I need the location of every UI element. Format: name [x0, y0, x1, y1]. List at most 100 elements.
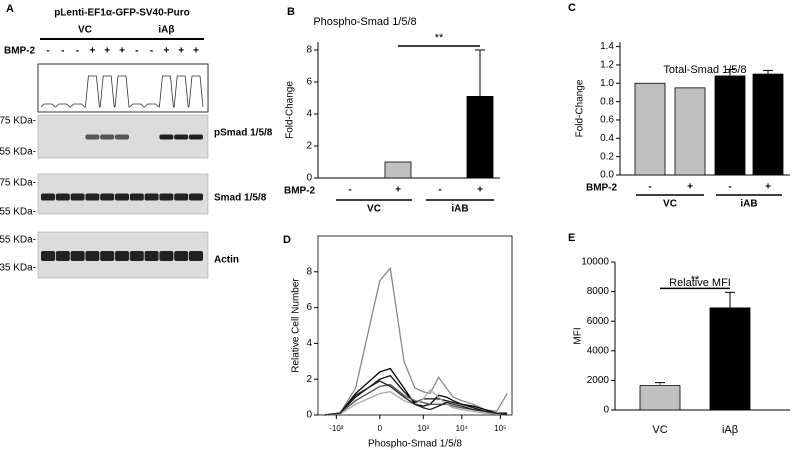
band: [100, 251, 115, 261]
trace-box: [37, 63, 209, 113]
y-tick-label: 1.4: [600, 41, 614, 52]
band: [55, 251, 70, 261]
band: [189, 251, 203, 261]
panel-label: B: [287, 6, 295, 18]
band: [144, 193, 159, 201]
lane-sign: -: [135, 46, 138, 57]
y-tick-label: 0.6: [600, 115, 614, 126]
group-label: iAB: [451, 204, 468, 215]
y-tick-label: 0.0: [600, 170, 614, 181]
blot-label: pSmad 1/5/8: [214, 128, 273, 139]
band: [115, 193, 129, 201]
lane-sign: -: [76, 46, 79, 57]
y-tick-label: 2: [306, 141, 312, 152]
marker-label: 55 KDa-: [0, 147, 36, 158]
y-tick-label: 1.0: [600, 78, 614, 89]
band: [41, 193, 55, 201]
bar: [752, 73, 784, 176]
band: [41, 251, 55, 261]
group-label: iAβ: [158, 25, 174, 36]
category-label: iAβ: [722, 424, 738, 436]
lane-sign: +: [119, 46, 125, 57]
band: [174, 134, 189, 140]
y-tick-label: 2: [306, 374, 312, 385]
category-label: +: [395, 185, 401, 196]
y-tick-label: 0: [306, 410, 312, 421]
x-tick-label: 10⁵: [494, 424, 506, 433]
lane-sign: +: [178, 46, 184, 57]
marker-label: 55 KDa-: [0, 207, 36, 218]
band: [174, 251, 189, 261]
category-label: VC: [652, 424, 667, 436]
band: [100, 193, 115, 201]
lane-sign: +: [193, 46, 199, 57]
bar: [639, 385, 681, 411]
panel-label: C: [568, 2, 576, 14]
lane-sign: +: [89, 46, 95, 57]
marker-label: 75 KDa-: [0, 116, 36, 127]
category-label: -: [648, 182, 651, 193]
chart-title: Phospho-Smad 1/5/8: [313, 16, 416, 28]
construct-label: pLenti-EF1α-GFP-SV40-Puro: [54, 8, 190, 19]
y-tick-label: 0.4: [600, 133, 614, 144]
x-tick-label: -10³: [329, 424, 344, 433]
y-tick-label: 4: [306, 338, 312, 349]
lane-sign: -: [61, 46, 64, 57]
panel-label: D: [283, 234, 291, 246]
x-axis-label: Phospho-Smad 1/5/8: [368, 439, 462, 450]
row-label: BMP-2: [586, 183, 618, 194]
histogram-line: [324, 266, 508, 416]
y-tick-label: 0: [306, 173, 312, 184]
y-tick-label: 10000: [581, 257, 609, 268]
band: [129, 193, 144, 201]
x-tick-label: 0: [378, 424, 383, 433]
panel-label: A: [6, 3, 14, 15]
band: [85, 193, 100, 201]
significance-label: **: [691, 274, 700, 286]
plot-frame: [317, 235, 513, 416]
category-label: +: [477, 185, 483, 196]
y-tick-label: 0.8: [600, 96, 614, 107]
band: [115, 134, 129, 140]
band: [189, 134, 203, 140]
lane-sign: -: [46, 46, 49, 57]
band: [55, 193, 70, 201]
y-tick-label: 1.2: [600, 60, 614, 71]
y-tick-label: 6: [306, 302, 312, 313]
y-axis-label: Relative Cell Number: [291, 278, 302, 373]
y-axis-label: MFI: [573, 327, 584, 344]
band: [159, 251, 174, 261]
row-label: BMP-2: [4, 46, 36, 57]
bar: [674, 87, 706, 176]
blot-label: Actin: [214, 255, 239, 266]
y-tick-label: 2000: [587, 375, 610, 386]
band: [85, 134, 100, 140]
histogram-line: [324, 380, 508, 416]
bar: [714, 75, 746, 176]
band: [189, 193, 203, 201]
band: [70, 251, 85, 261]
densitometry-trace: [40, 75, 204, 108]
lane-sign: +: [163, 46, 169, 57]
category-label: +: [765, 182, 771, 193]
group-label: VC: [663, 199, 677, 210]
y-tick-label: 0.2: [600, 151, 614, 162]
group-label: VC: [78, 25, 92, 36]
bar: [384, 161, 412, 179]
significance-label: **: [435, 32, 444, 44]
chart-title: Relative MFI: [669, 277, 731, 289]
band: [70, 193, 85, 201]
y-tick-label: 6000: [587, 316, 610, 327]
bar: [466, 96, 494, 179]
band: [100, 134, 115, 140]
category-label: -: [348, 185, 351, 196]
y-tick-label: 4000: [587, 345, 610, 356]
group-label: VC: [367, 204, 381, 215]
y-tick-label: 8: [306, 45, 312, 56]
band: [129, 251, 144, 261]
category-label: -: [728, 182, 731, 193]
y-tick-label: 0: [603, 405, 609, 416]
band: [85, 251, 100, 261]
